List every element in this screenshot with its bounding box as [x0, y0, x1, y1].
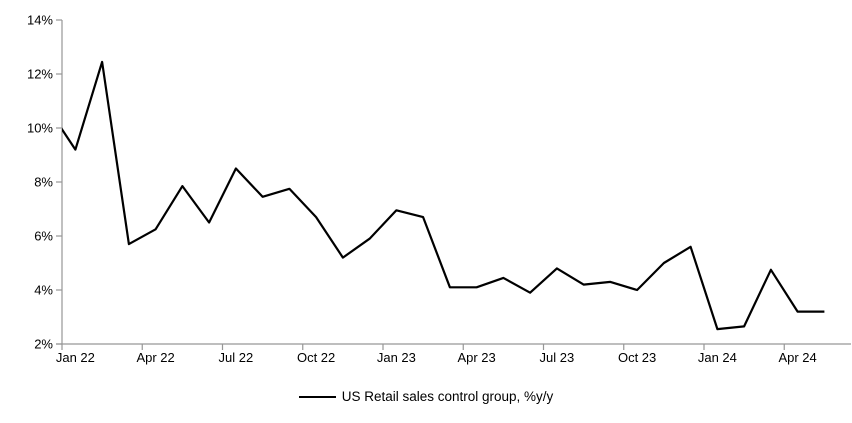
y-tick-label: 10% — [27, 121, 53, 136]
line-chart-plot: 2% 4% 6% 8% 10% 12% 14% Jan 22 Apr 22 Jul 22 Oct 2… — [27, 13, 851, 365]
legend-label: US Retail sales control group, %y/y — [341, 389, 554, 404]
y-tick-label: 8% — [34, 175, 53, 190]
x-tick-label: Jan 22 — [56, 350, 95, 365]
x-tick-label: Apr 24 — [778, 350, 816, 365]
y-tick-label: 12% — [27, 67, 53, 82]
x-tick-label: Jul 22 — [219, 350, 254, 365]
y-tick-label: 4% — [34, 283, 53, 298]
x-tick-label: Jan 23 — [377, 350, 416, 365]
x-tick-label: Oct 23 — [618, 350, 656, 365]
x-tick-label: Apr 23 — [457, 350, 495, 365]
y-tick-label: 6% — [34, 229, 53, 244]
y-tick-label: 14% — [27, 13, 53, 28]
y-tick-label: 2% — [34, 337, 53, 352]
legend-line-marker — [298, 395, 336, 398]
chart-legend: US Retail sales control group, %y/y — [0, 389, 852, 404]
x-tick-label: Jul 23 — [540, 350, 575, 365]
x-tick-label: Oct 22 — [297, 350, 335, 365]
series-line-us-retail-control-group — [62, 60, 825, 331]
x-tick-label: Jan 24 — [698, 350, 737, 365]
x-tick-label: Apr 22 — [136, 350, 174, 365]
